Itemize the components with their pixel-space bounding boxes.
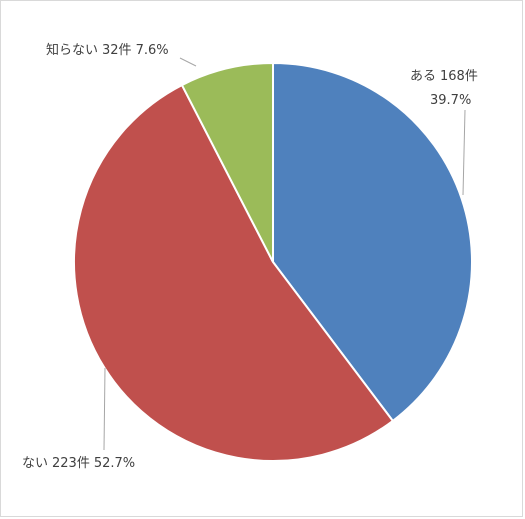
leader-line: [179, 57, 197, 67]
data-label: ない 223件 52.7%: [22, 456, 135, 471]
pie-slice: [73, 83, 395, 462]
leader-line: [103, 367, 106, 451]
data-label: 知らない 32件 7.6%: [46, 42, 169, 58]
data-label-part: ある: [410, 69, 436, 84]
data-label-part: 168件: [440, 69, 478, 84]
data-label-part: 223件: [52, 456, 90, 471]
data-label: ある 168件: [410, 69, 478, 84]
leader-line: [462, 109, 466, 196]
data-label-part: 32件: [102, 43, 132, 58]
data-label-part: 52.7%: [94, 456, 135, 471]
data-label: 39.7%: [430, 93, 471, 108]
data-label-part: 知らない: [46, 42, 98, 58]
data-label-part: 7.6%: [136, 43, 169, 58]
pie-slice: [272, 61, 473, 423]
data-label-part: 39.7%: [430, 93, 471, 108]
data-label-part: ない: [22, 456, 48, 471]
pie-slice: [180, 61, 274, 263]
